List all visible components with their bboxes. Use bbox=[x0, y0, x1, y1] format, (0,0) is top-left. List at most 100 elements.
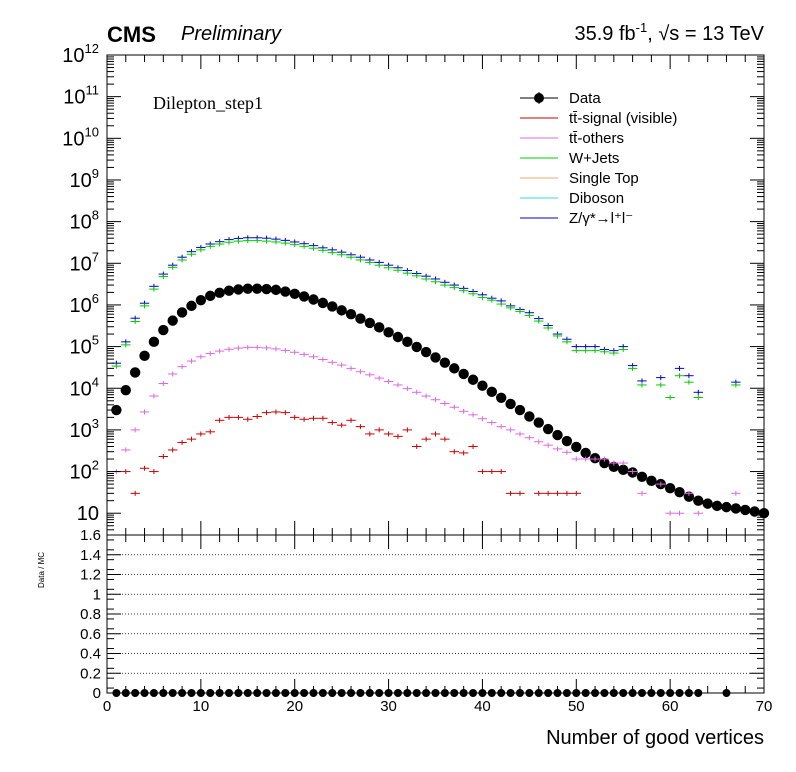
data-point bbox=[477, 380, 488, 391]
selection-label: Dilepton_step1 bbox=[153, 93, 263, 113]
x-tick-label: 50 bbox=[568, 698, 585, 715]
ratio-point bbox=[337, 689, 346, 697]
y-tick-label: 105 bbox=[70, 333, 99, 359]
data-point bbox=[186, 300, 197, 312]
data-point bbox=[233, 284, 244, 295]
y-tick-label: 1010 bbox=[62, 124, 99, 150]
data-point bbox=[111, 404, 122, 416]
data-point bbox=[458, 368, 469, 380]
ratio-y-tick-label: 1 bbox=[93, 586, 101, 603]
ratio-point bbox=[562, 689, 571, 697]
legend-label: tt̄-signal (visible) bbox=[569, 110, 677, 127]
ratio-point bbox=[487, 689, 496, 697]
ratio-point bbox=[168, 689, 177, 697]
data-point bbox=[486, 386, 498, 398]
lumi-value: 35.9 fb bbox=[574, 23, 635, 45]
data-point bbox=[542, 423, 554, 435]
ratio-point bbox=[544, 689, 553, 697]
series-wjets bbox=[111, 238, 741, 400]
data-point bbox=[345, 308, 357, 320]
data-point bbox=[693, 495, 704, 506]
ratio-point bbox=[300, 689, 309, 697]
data-point bbox=[317, 297, 329, 309]
status-label: Preliminary bbox=[181, 23, 282, 45]
ratio-y-tick-label: 0.8 bbox=[80, 606, 101, 623]
ratio-point bbox=[581, 689, 590, 697]
data-point bbox=[552, 429, 563, 441]
x-tick-label: 70 bbox=[756, 698, 773, 715]
ratio-y-tick-label: 0.4 bbox=[80, 646, 101, 663]
data-point bbox=[261, 283, 272, 295]
data-point bbox=[120, 384, 131, 396]
legend-swatch-marker bbox=[534, 93, 544, 103]
lumi-exponent: -1 bbox=[636, 20, 648, 35]
data-point bbox=[129, 367, 141, 378]
legend-label: W+Jets bbox=[569, 150, 619, 167]
data-point bbox=[355, 313, 366, 324]
data-point bbox=[533, 417, 544, 428]
data-point bbox=[580, 447, 591, 459]
ratio-point bbox=[412, 689, 421, 697]
luminosity-label: 35.9 fb-1, √s = 13 TeV bbox=[574, 20, 764, 45]
legend-label: Diboson bbox=[569, 190, 624, 207]
data-point bbox=[336, 305, 347, 316]
data-point bbox=[373, 322, 385, 333]
legend-label: Single Top bbox=[569, 170, 639, 187]
experiment-label: CMS bbox=[107, 22, 156, 47]
data-point bbox=[524, 411, 535, 422]
data-point bbox=[749, 506, 760, 517]
ratio-point bbox=[393, 689, 402, 697]
ratio-y-axis-title: Data / MC bbox=[37, 552, 46, 588]
legend-entry-wjets: W+Jets bbox=[520, 150, 619, 167]
y-tick-label: 109 bbox=[70, 166, 99, 192]
data-point bbox=[214, 287, 225, 299]
ratio-point bbox=[318, 689, 327, 697]
ratio-point bbox=[506, 689, 515, 697]
ratio-point bbox=[281, 689, 290, 697]
legend-label: Data bbox=[569, 90, 601, 107]
x-axis-title: Number of good vertices bbox=[546, 727, 764, 749]
series-data bbox=[111, 283, 770, 519]
data-point bbox=[270, 284, 282, 296]
data-point bbox=[280, 286, 291, 297]
data-point bbox=[289, 288, 300, 300]
legend-entry-single_top: Single Top bbox=[520, 170, 639, 187]
y-tick-label: 104 bbox=[70, 374, 99, 400]
data-point bbox=[467, 374, 479, 385]
ratio-point bbox=[450, 689, 459, 697]
ratio-y-tick-label: 1.2 bbox=[80, 567, 101, 584]
data-point bbox=[618, 464, 629, 476]
data-point bbox=[139, 350, 150, 362]
legend-entry-ttbar_others: tt̄-others bbox=[520, 130, 624, 147]
data-point bbox=[242, 283, 253, 294]
y-tick-label: 1011 bbox=[63, 83, 99, 109]
data-point bbox=[496, 392, 507, 403]
data-point bbox=[664, 482, 676, 494]
y-tick-label: 103 bbox=[70, 416, 99, 442]
ratio-point bbox=[600, 689, 609, 697]
data-point bbox=[561, 435, 573, 447]
ratio-point bbox=[675, 689, 684, 697]
y-tick-label: 1012 bbox=[62, 41, 99, 67]
ratio-y-tick-label: 0.6 bbox=[80, 626, 101, 643]
data-point bbox=[251, 283, 263, 294]
data-point bbox=[420, 346, 432, 358]
ratio-point bbox=[694, 689, 703, 697]
data-point bbox=[721, 501, 732, 513]
ratio-point bbox=[243, 689, 252, 697]
data-point bbox=[430, 352, 441, 363]
series-ttbar_others bbox=[111, 344, 741, 516]
legend-entry-diboson: Diboson bbox=[520, 190, 624, 207]
legend-entry-zgamma: Z/γ*→l⁺l⁻ bbox=[520, 210, 633, 227]
ratio-point bbox=[206, 689, 215, 697]
data-point bbox=[730, 503, 742, 514]
data-point bbox=[148, 336, 160, 348]
data-point bbox=[327, 301, 338, 312]
ratio-y-tick-label: 1.6 bbox=[80, 527, 101, 544]
data-point bbox=[599, 457, 610, 469]
data-point bbox=[571, 441, 582, 453]
data-point bbox=[411, 341, 422, 353]
ratio-point bbox=[469, 689, 478, 697]
ratio-y-tick-label: 0 bbox=[93, 685, 101, 702]
